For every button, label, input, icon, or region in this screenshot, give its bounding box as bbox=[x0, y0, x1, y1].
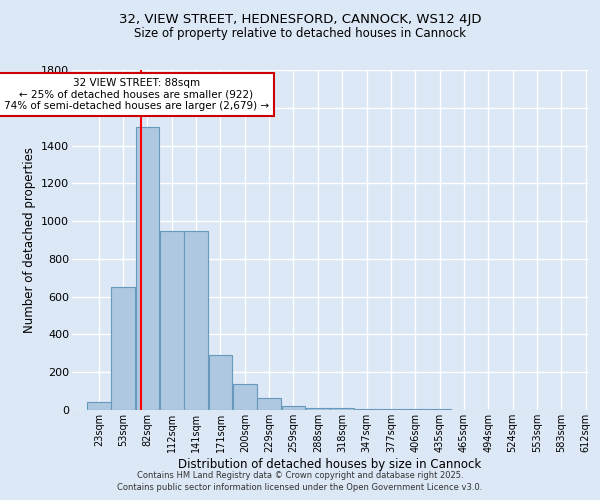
Bar bbox=[209, 355, 232, 410]
Bar bbox=[112, 287, 135, 410]
Text: 32, VIEW STREET, HEDNESFORD, CANNOCK, WS12 4JD: 32, VIEW STREET, HEDNESFORD, CANNOCK, WS… bbox=[119, 12, 481, 26]
Bar bbox=[306, 408, 329, 410]
Y-axis label: Number of detached properties: Number of detached properties bbox=[23, 147, 35, 333]
Bar bbox=[257, 398, 281, 410]
Bar bbox=[184, 230, 208, 410]
Bar bbox=[331, 408, 354, 410]
Text: 32 VIEW STREET: 88sqm
← 25% of detached houses are smaller (922)
74% of semi-det: 32 VIEW STREET: 88sqm ← 25% of detached … bbox=[4, 78, 269, 111]
Bar bbox=[233, 384, 257, 410]
Bar bbox=[282, 406, 305, 410]
Text: Contains public sector information licensed under the Open Government Licence v3: Contains public sector information licen… bbox=[118, 484, 482, 492]
Bar bbox=[160, 230, 184, 410]
Text: Contains HM Land Registry data © Crown copyright and database right 2025.: Contains HM Land Registry data © Crown c… bbox=[137, 471, 463, 480]
Text: Size of property relative to detached houses in Cannock: Size of property relative to detached ho… bbox=[134, 28, 466, 40]
Bar bbox=[379, 409, 403, 410]
Bar bbox=[136, 126, 159, 410]
X-axis label: Distribution of detached houses by size in Cannock: Distribution of detached houses by size … bbox=[178, 458, 482, 470]
Bar bbox=[87, 402, 110, 410]
Bar bbox=[355, 409, 378, 410]
Bar bbox=[403, 409, 427, 410]
